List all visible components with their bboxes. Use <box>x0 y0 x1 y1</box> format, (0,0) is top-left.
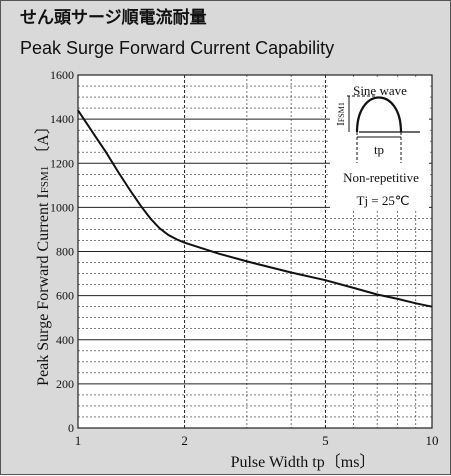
y-tick-label: 800 <box>56 245 74 259</box>
y-tick-label: 1400 <box>50 112 74 126</box>
repetition-label: Non-repetitive <box>343 170 419 185</box>
waveform-label: Sine wave <box>353 83 407 98</box>
y-axis-label: Peak Surge Forward Current IFSM1 〔A〕 <box>34 118 52 386</box>
chart-title-japanese: せん頭サージ順電流耐量 <box>20 8 207 28</box>
y-axis-label-main: Peak Surge Forward Current I <box>35 193 52 386</box>
grid <box>78 75 432 428</box>
y-tick-labels: 0 200 400 600 800 1000 1200 1400 1600 <box>50 68 74 435</box>
x-tick-labels: 1 2 5 10 <box>75 433 439 448</box>
sine-half-wave <box>355 96 403 133</box>
y-tick-label: 200 <box>56 377 74 391</box>
y-tick-label: 0 <box>68 421 74 435</box>
chart-title: Peak Surge Forward Current Capability <box>20 38 335 58</box>
y-tick-label: 1200 <box>50 156 74 170</box>
y-axis-label-subscript: FSM1 <box>39 166 51 194</box>
annotation-box: Sine wave IFSM1 tp Non-repetitive Tj = 2… <box>330 78 429 211</box>
y-tick-label: 400 <box>56 333 74 347</box>
peak-current-subscript: FSM1 <box>337 102 346 122</box>
temperature-condition: Tj = 25℃ <box>357 193 410 208</box>
y-tick-label: 600 <box>56 289 74 303</box>
x-tick-label: 2 <box>181 433 188 448</box>
x-tick-label: 5 <box>322 433 329 448</box>
peak-current-label: IFSM1 <box>335 102 347 126</box>
y-tick-label: 1000 <box>50 200 74 214</box>
tp-label: tp <box>374 142 384 157</box>
x-tick-label: 10 <box>426 433 439 448</box>
peak-current-symbol: I <box>335 122 347 126</box>
y-tick-label: 1600 <box>50 68 74 82</box>
series-line <box>77 109 433 308</box>
y-axis-label-unit: 〔A〕 <box>34 118 52 162</box>
x-axis-label: Pulse Width tp〔ms〕 <box>231 453 376 471</box>
x-tick-label: 1 <box>75 433 82 448</box>
annotation-background <box>330 78 429 211</box>
